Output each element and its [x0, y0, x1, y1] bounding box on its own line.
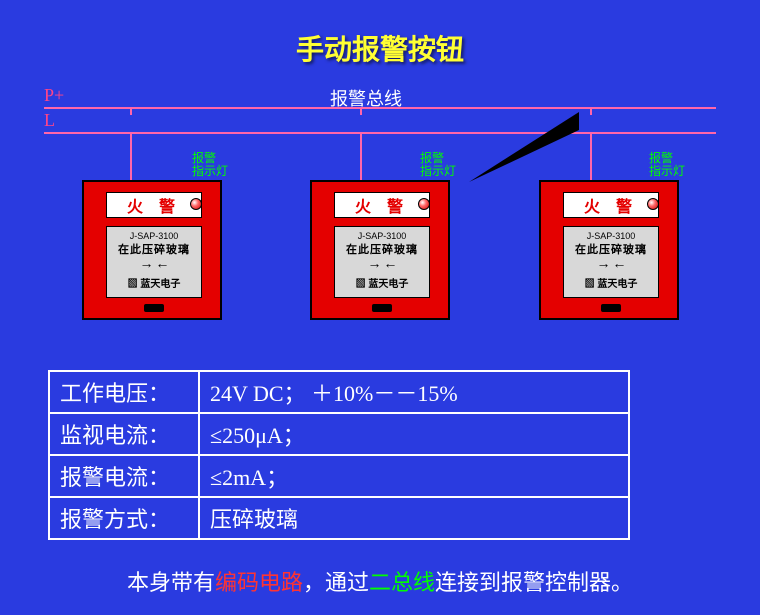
footer-highlight-bus: 二总线 — [369, 570, 435, 595]
model-text: J-SAP-3100 — [130, 231, 179, 241]
spec-label: 报警方式： — [49, 497, 199, 539]
fire-label-panel: 火 警 — [563, 192, 659, 218]
footer-seg-2: ，通过 — [303, 570, 369, 595]
key-slot-icon — [144, 304, 164, 312]
wire-drop — [360, 132, 362, 180]
alarm-button-box: 火 警J-SAP-3100在此压碎玻璃→ ←▧ 蓝天电子 — [310, 180, 450, 320]
footer-seg-1: 本身带有 — [127, 570, 215, 595]
spec-value: ≤250μA； — [199, 413, 629, 455]
spec-value: ≤2mA； — [199, 455, 629, 497]
table-row: 报警电流：≤2mA； — [49, 455, 629, 497]
wire-tick — [360, 107, 362, 115]
alarm-led-label: 报警指示灯 — [649, 152, 685, 178]
alarm-led-label: 报警指示灯 — [192, 152, 228, 178]
model-text: J-SAP-3100 — [358, 231, 407, 241]
spec-value: 24V DC； ＋10%－－15% — [199, 371, 629, 413]
alarm-led-icon — [418, 198, 430, 210]
key-slot-icon — [601, 304, 621, 312]
fire-label-panel: 火 警 — [334, 192, 430, 218]
key-slot-icon — [372, 304, 392, 312]
alarm-button-box: 火 警J-SAP-3100在此压碎玻璃→ ←▧ 蓝天电子 — [82, 180, 222, 320]
fire-label-panel: 火 警 — [106, 192, 202, 218]
table-row: 报警方式：压碎玻璃 — [49, 497, 629, 539]
wire-drop — [130, 132, 132, 180]
alarm-led-label: 报警指示灯 — [420, 152, 456, 178]
fire-label: 火 警 — [355, 193, 409, 217]
brand-text: ▧ 蓝天电子 — [128, 275, 181, 290]
spec-label: 报警电流： — [49, 455, 199, 497]
wire-tick — [130, 107, 132, 115]
table-row: 工作电压：24V DC； ＋10%－－15% — [49, 371, 629, 413]
brand-text: ▧ 蓝天电子 — [356, 275, 409, 290]
pointer-wedge — [469, 112, 589, 192]
bus-title: 报警总线 — [330, 85, 402, 111]
footer-seg-3: 连接到报警控制器。 — [435, 570, 633, 595]
footer-highlight-encoding: 编码电路 — [215, 570, 303, 595]
glass-panel: J-SAP-3100在此压碎玻璃→ ←▧ 蓝天电子 — [106, 226, 202, 298]
alarm-button-box: 火 警J-SAP-3100在此压碎玻璃→ ←▧ 蓝天电子 — [539, 180, 679, 320]
alarm-led-icon — [647, 198, 659, 210]
wire-label-l: L — [44, 110, 55, 131]
spec-value: 压碎玻璃 — [199, 497, 629, 539]
wire-drop — [590, 132, 592, 180]
slide-title: 手动报警按钮 — [0, 28, 760, 68]
fire-label: 火 警 — [584, 193, 638, 217]
spec-label: 监视电流： — [49, 413, 199, 455]
arrows-icon: → ← — [597, 255, 626, 271]
alarm-led-icon — [190, 198, 202, 210]
wire-l — [44, 132, 716, 134]
wire-tick — [590, 107, 592, 115]
arrows-icon: → ← — [368, 255, 397, 271]
arrows-icon: → ← — [140, 255, 169, 271]
table-row: 监视电流：≤250μA； — [49, 413, 629, 455]
brand-text: ▧ 蓝天电子 — [585, 275, 638, 290]
glass-panel: J-SAP-3100在此压碎玻璃→ ←▧ 蓝天电子 — [334, 226, 430, 298]
footer-note: 本身带有编码电路，通过二总线连接到报警控制器。 — [0, 565, 760, 597]
glass-panel: J-SAP-3100在此压碎玻璃→ ←▧ 蓝天电子 — [563, 226, 659, 298]
model-text: J-SAP-3100 — [587, 231, 636, 241]
spec-label: 工作电压： — [49, 371, 199, 413]
wire-label-p: P+ — [44, 85, 64, 106]
spec-table: 工作电压：24V DC； ＋10%－－15%监视电流：≤250μA；报警电流：≤… — [48, 370, 630, 540]
fire-label: 火 警 — [127, 193, 181, 217]
